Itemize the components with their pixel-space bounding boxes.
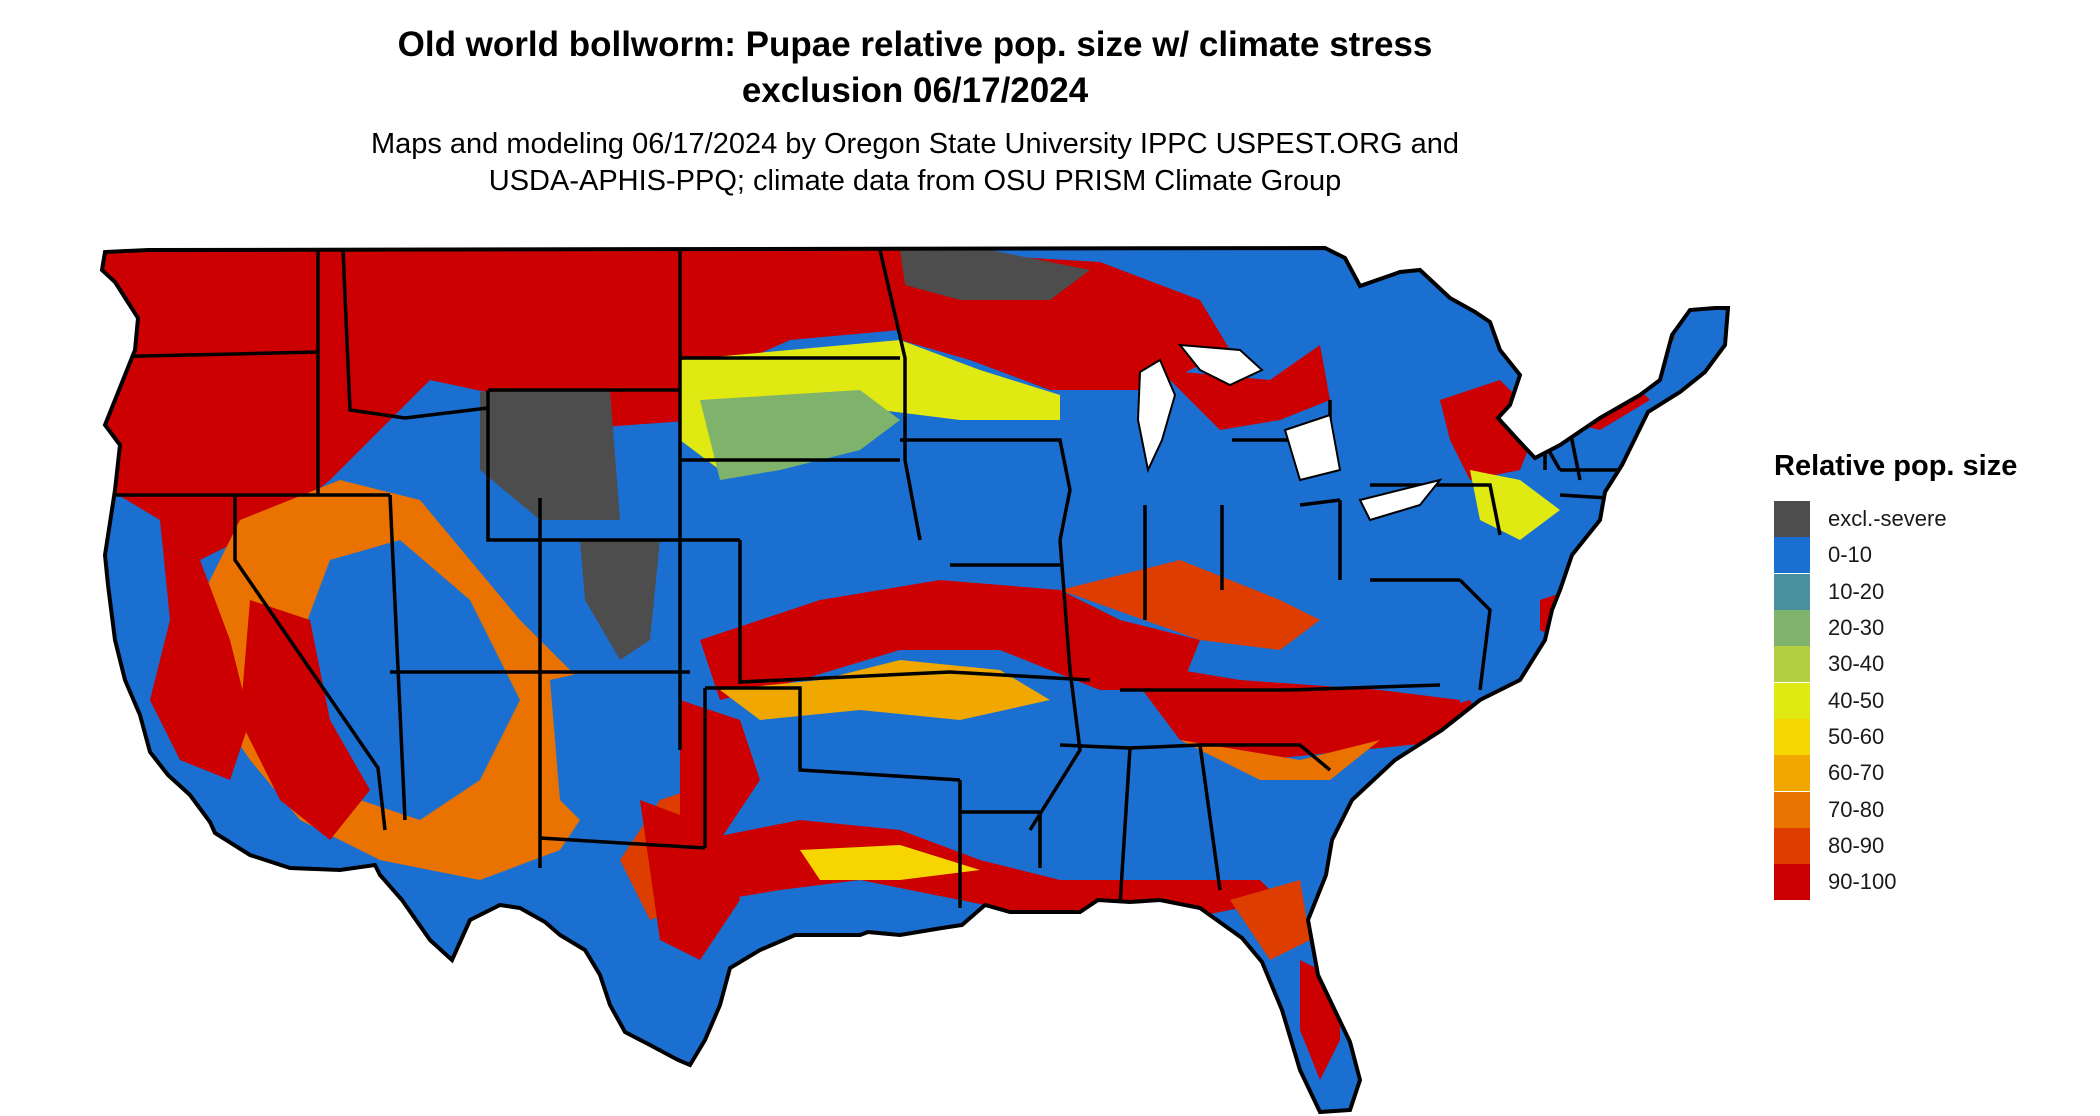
legend-label: 10-20 (1828, 578, 1885, 604)
legend-label: 80-90 (1828, 832, 1885, 858)
legend-swatch (1774, 682, 1810, 719)
legend-swatch (1774, 755, 1810, 792)
legend-item: excl.-severe (1774, 501, 2094, 538)
map-subtitle: Maps and modeling 06/17/2024 by Oregon S… (0, 126, 1830, 200)
legend-swatch (1774, 537, 1810, 574)
legend-item: 20-30 (1774, 610, 2094, 647)
legend-label: 0-10 (1828, 542, 1873, 568)
legend-swatch (1774, 573, 1810, 610)
legend-item: 90-100 (1774, 864, 2094, 901)
legend-item: 60-70 (1774, 755, 2094, 792)
legend-item: 40-50 (1774, 682, 2094, 719)
legend-swatch (1774, 610, 1810, 647)
map-title-line-1: Old world bollworm: Pupae relative pop. … (397, 25, 1433, 64)
legend-title: Relative pop. size (1774, 450, 2018, 482)
legend-item: 10-20 (1774, 573, 2094, 610)
legend-label: 40-50 (1828, 687, 1885, 713)
legend-label: 70-80 (1828, 796, 1885, 822)
legend-label: 20-30 (1828, 615, 1885, 641)
us-population-map (99, 245, 1731, 1115)
legend-label: 90-100 (1828, 869, 1897, 895)
legend-item: 0-10 (1774, 537, 2094, 574)
legend-swatch (1774, 791, 1810, 828)
legend-item: 70-80 (1774, 791, 2094, 828)
map-title: Old world bollworm: Pupae relative pop. … (0, 22, 1830, 114)
legend-swatch (1774, 646, 1810, 683)
legend-items: excl.-severe 0-10 10-20 20-30 30-40 40-50 50-6… (1774, 501, 2094, 901)
legend-label: 60-70 (1828, 760, 1885, 786)
legend-swatch (1774, 864, 1810, 901)
legend-swatch (1774, 827, 1810, 864)
legend-item: 30-40 (1774, 646, 2094, 683)
map-subtitle-line-1: Maps and modeling 06/17/2024 by Oregon S… (370, 128, 1460, 160)
legend-label: 30-40 (1828, 651, 1885, 677)
map-subtitle-line-2: USDA-APHIS-PPQ; climate data from OSU PR… (488, 165, 1342, 197)
legend-swatch (1774, 718, 1810, 755)
legend-item: 50-60 (1774, 718, 2094, 755)
legend-swatch (1774, 501, 1810, 538)
legend-label: excl.-severe (1828, 506, 1947, 532)
map-title-line-2: exclusion 06/17/2024 (741, 71, 1089, 110)
legend: Relative pop. size excl.-severe 0-10 10-20… (1774, 450, 2094, 901)
legend-label: 50-60 (1828, 723, 1885, 749)
legend-item: 80-90 (1774, 827, 2094, 864)
